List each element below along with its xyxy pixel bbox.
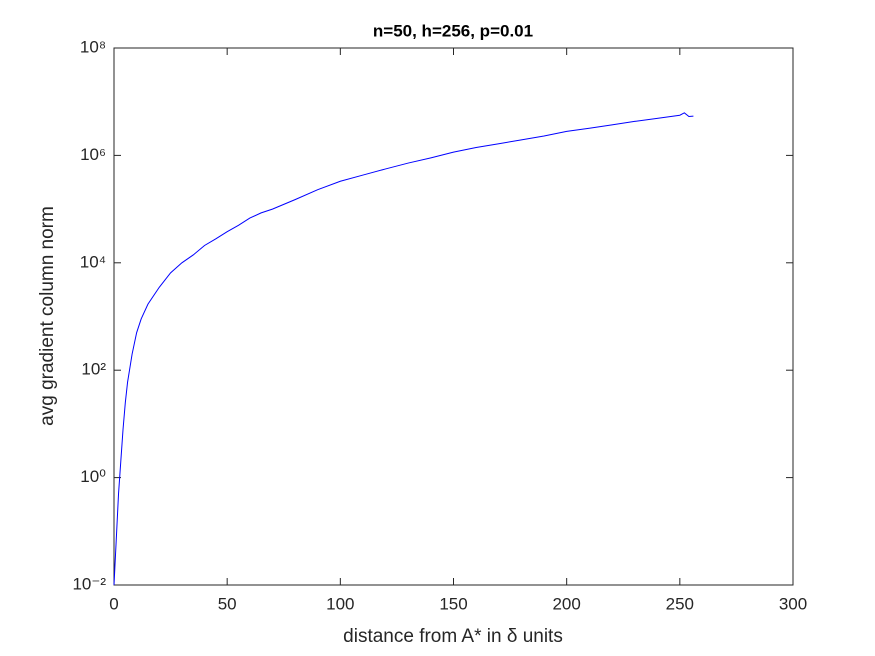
y-tick-label: 10⁸ [80, 37, 106, 56]
x-tick-label: 100 [326, 594, 354, 613]
chart-title: n=50, h=256, p=0.01 [373, 21, 533, 40]
x-tick-label: 0 [109, 594, 118, 613]
x-tick-label: 150 [439, 594, 467, 613]
x-tick-label: 50 [218, 594, 237, 613]
x-tick-label: 300 [779, 594, 807, 613]
y-tick-label: 10⁰ [80, 467, 106, 486]
y-tick-label: 10² [81, 360, 106, 379]
y-tick-label: 10⁶ [80, 145, 106, 164]
y-tick-label: 10⁴ [80, 252, 106, 271]
x-tick-label: 250 [666, 594, 694, 613]
x-axis-label: distance from A* in δ units [343, 626, 563, 647]
y-axis-label: avg gradient column norm [37, 206, 58, 426]
x-tick-label: 200 [552, 594, 580, 613]
data-line [113, 112, 694, 586]
y-tick-label: 10⁻² [72, 574, 106, 593]
plot-box [113, 47, 794, 586]
